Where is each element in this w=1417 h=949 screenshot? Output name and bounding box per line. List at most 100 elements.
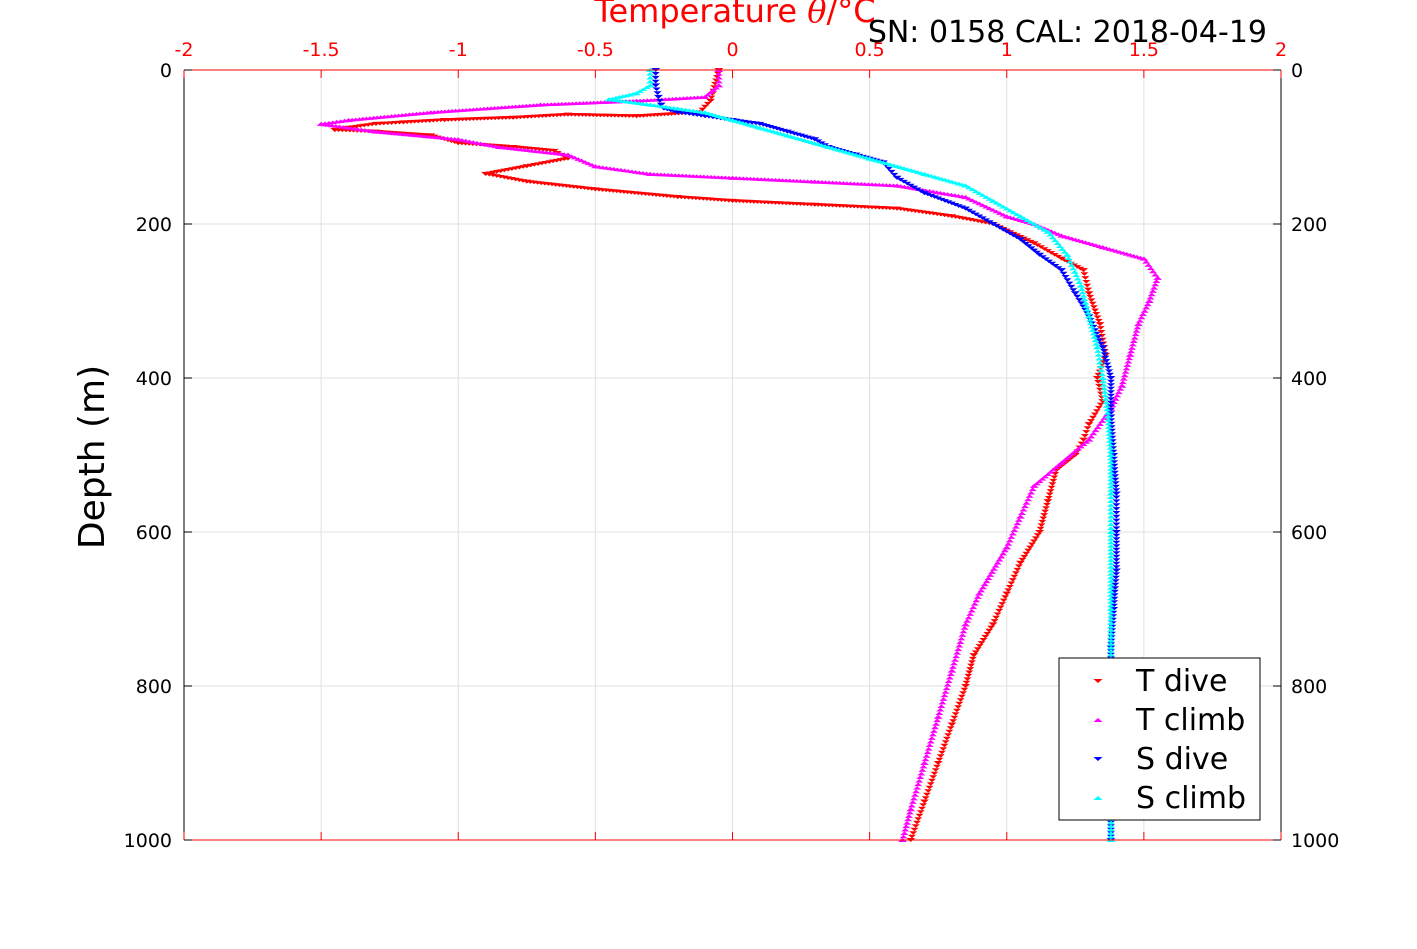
data-point-fill xyxy=(1092,331,1101,336)
legend-marker xyxy=(1093,678,1103,684)
x-tick-label: 0 xyxy=(726,39,738,61)
data-point-fill xyxy=(714,79,723,84)
data-point-fill xyxy=(1112,495,1121,500)
data-point-fill xyxy=(1106,645,1115,650)
data-point-fill xyxy=(1082,304,1091,308)
data-point-fill xyxy=(1043,472,1052,477)
data-point-fill xyxy=(956,640,965,644)
data-point-fill xyxy=(1112,522,1121,527)
data-point-fill xyxy=(987,625,996,630)
data-point-fill xyxy=(1114,390,1123,395)
data-point-fill xyxy=(635,89,644,93)
data-point-fill xyxy=(1106,551,1115,555)
data-point-fill xyxy=(1005,584,1014,589)
data-point xyxy=(961,183,971,188)
data-point-fill xyxy=(1045,259,1054,264)
data-point-fill xyxy=(1112,514,1121,519)
data-point-fill xyxy=(1112,565,1121,569)
data-point-fill xyxy=(1072,273,1081,278)
data-point-fill xyxy=(1106,481,1115,485)
data-point-fill xyxy=(1021,242,1030,246)
data-point-fill xyxy=(646,72,655,76)
data-point xyxy=(1117,383,1127,388)
data-point xyxy=(988,622,998,627)
data-point xyxy=(1015,237,1025,242)
data-point-fill xyxy=(971,212,980,217)
data-point-fill xyxy=(698,107,707,112)
data-point-fill xyxy=(1140,309,1149,313)
data-point-fill xyxy=(1020,554,1029,559)
data-point-fill xyxy=(1110,600,1119,604)
data-point-fill xyxy=(1106,603,1115,608)
data-point-fill xyxy=(930,195,939,199)
data-point-fill xyxy=(1110,470,1119,475)
data-point-fill xyxy=(1106,411,1115,415)
data-point-fill xyxy=(952,708,961,713)
data-point-fill xyxy=(1000,548,1009,553)
data-point-fill xyxy=(1083,426,1092,430)
data-point-fill xyxy=(968,187,977,192)
data-point-fill xyxy=(1106,518,1115,523)
data-point-fill xyxy=(1111,582,1120,587)
data-point-fill xyxy=(567,154,576,158)
data-point-fill xyxy=(703,101,712,106)
data-point-fill xyxy=(762,124,771,128)
data-point-fill xyxy=(1096,326,1105,330)
data-point-fill xyxy=(999,598,1008,603)
data-point xyxy=(1111,491,1121,496)
data-point-fill xyxy=(1092,312,1101,316)
data-point xyxy=(961,683,971,689)
x-tick-label: -0.5 xyxy=(577,39,614,61)
data-point-fill xyxy=(1106,824,1115,828)
data-point-fill xyxy=(912,820,921,825)
data-point-fill xyxy=(1112,540,1121,545)
data-point-fill xyxy=(1076,444,1085,449)
data-point-fill xyxy=(1106,510,1115,515)
data-point xyxy=(1029,483,1039,488)
data-point-fill xyxy=(1074,447,1083,451)
data-point-fill xyxy=(942,686,951,691)
y-tick-label-right: 800 xyxy=(1291,676,1327,698)
data-point-fill xyxy=(1106,442,1115,447)
data-point-fill xyxy=(1110,463,1119,468)
data-point-fill xyxy=(1070,270,1079,274)
data-point-fill xyxy=(1100,386,1109,391)
data-point-fill xyxy=(1105,432,1114,436)
data-point-fill xyxy=(1011,525,1020,529)
data-point-fill xyxy=(960,687,969,692)
data-point-fill xyxy=(1088,415,1097,420)
data-point-fill xyxy=(1105,428,1114,433)
x-tick-label: 1.5 xyxy=(1129,39,1159,61)
chart-subtitle: SN: 0158 CAL: 2018-04-19 xyxy=(868,15,1267,50)
data-point-fill xyxy=(1106,397,1115,401)
data-point-fill xyxy=(911,824,920,828)
data-point-fill xyxy=(1030,248,1039,253)
data-point-fill xyxy=(701,104,710,109)
data-point-fill xyxy=(1009,210,1018,215)
data-point-fill xyxy=(1106,600,1115,604)
chart-title: Temperature θ/°C xyxy=(593,0,875,30)
data-point xyxy=(1035,252,1045,257)
data-point-fill xyxy=(1051,264,1060,268)
data-point-fill xyxy=(1150,286,1159,290)
data-point-fill xyxy=(1112,551,1121,555)
data-point-fill xyxy=(903,181,912,186)
data-point-fill xyxy=(1095,387,1104,392)
data-point-fill xyxy=(916,775,925,780)
data-point-fill xyxy=(1090,335,1099,339)
data-point-fill xyxy=(1033,533,1042,537)
data-point xyxy=(1098,375,1108,381)
data-point-fill xyxy=(957,694,966,699)
data-point-fill xyxy=(1116,387,1125,391)
x-tick-label: -1 xyxy=(449,39,468,61)
data-point-fill xyxy=(1105,439,1114,443)
data-point-fill xyxy=(1026,545,1035,550)
data-point xyxy=(1153,275,1163,280)
data-point-fill xyxy=(1106,652,1115,657)
data-point-fill xyxy=(1106,579,1115,583)
data-point-fill xyxy=(1144,263,1153,267)
data-point-fill xyxy=(983,631,992,636)
data-point-fill xyxy=(1036,526,1045,531)
chart-title-unit: /°C xyxy=(827,0,876,30)
data-point-fill xyxy=(1005,538,1014,543)
